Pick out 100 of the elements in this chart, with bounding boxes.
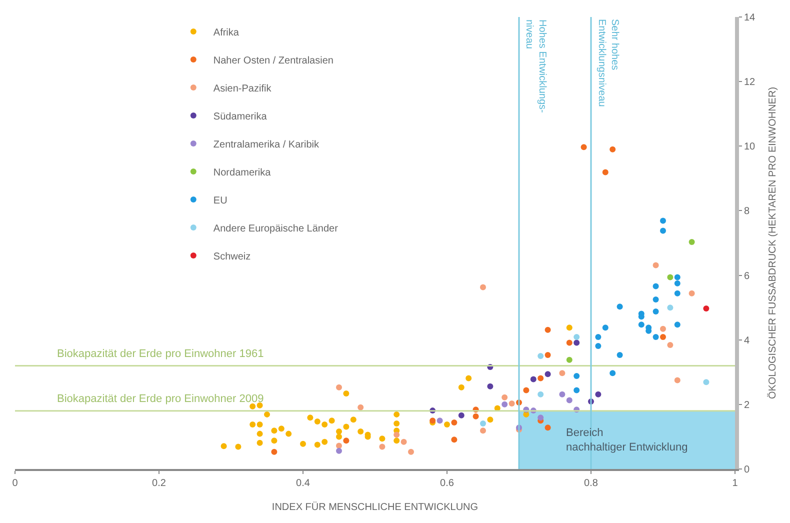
band-label: Bereich nachhaltiger Entwicklung <box>566 427 688 454</box>
point <box>436 418 443 424</box>
point <box>660 326 666 332</box>
point <box>379 444 386 450</box>
point <box>336 384 342 390</box>
point <box>574 373 580 380</box>
point <box>458 412 464 418</box>
point <box>343 424 350 430</box>
point <box>480 284 486 290</box>
legend-label: Südamerika <box>213 111 268 122</box>
point <box>610 146 616 152</box>
point <box>307 414 314 421</box>
y-tick-label: 12 <box>744 77 756 88</box>
point <box>256 402 263 408</box>
point <box>616 352 623 358</box>
point <box>278 426 284 432</box>
point <box>220 443 227 450</box>
point <box>667 304 674 311</box>
point <box>538 391 544 398</box>
point <box>580 144 587 150</box>
point <box>688 290 695 296</box>
point <box>480 428 486 434</box>
point <box>523 387 530 394</box>
point <box>336 428 342 435</box>
x-tick-label: 0 <box>12 478 18 489</box>
x-tick-label: 0.8 <box>584 478 598 489</box>
point <box>358 404 364 410</box>
x-tick-label: 0.2 <box>152 478 166 489</box>
point <box>538 414 544 421</box>
point <box>271 438 278 444</box>
point <box>674 322 680 328</box>
point <box>394 411 400 418</box>
point <box>652 262 659 268</box>
point <box>595 391 602 398</box>
point <box>466 375 472 382</box>
y-tick-label: 6 <box>744 270 750 282</box>
point <box>544 352 551 358</box>
point <box>602 169 608 176</box>
legend-label: Naher Osten / Zentralasien <box>213 55 334 66</box>
y-tick-label: 0 <box>744 464 750 476</box>
point <box>544 326 551 333</box>
point <box>544 371 551 378</box>
point <box>314 418 320 425</box>
ref-line-label: Biokapazität der Erde pro Einwohner 1961 <box>57 348 264 360</box>
point <box>235 444 242 450</box>
point <box>538 353 544 359</box>
point <box>256 440 263 446</box>
point <box>458 384 464 390</box>
point <box>674 377 680 384</box>
point <box>322 421 328 428</box>
legend-label: EU <box>213 195 228 206</box>
x-tick-label: 0.4 <box>296 478 310 489</box>
point <box>574 334 580 340</box>
point <box>328 418 335 424</box>
point <box>343 438 350 444</box>
ref-line-label: Sehr hohes Entwicklungsniveau <box>596 19 620 107</box>
point <box>703 306 710 312</box>
point <box>530 376 536 382</box>
point <box>566 324 572 331</box>
point <box>472 413 479 420</box>
point <box>574 387 580 394</box>
point <box>595 334 602 340</box>
point <box>286 430 292 437</box>
point <box>394 420 400 426</box>
point <box>616 304 623 310</box>
point <box>508 400 515 406</box>
point <box>660 228 666 234</box>
point <box>688 239 695 246</box>
ref-line-label: Hohes Entwicklungs- niveau <box>524 20 548 113</box>
point <box>271 448 278 455</box>
point <box>674 280 680 286</box>
legend-label: Zentralamerika / Karibik <box>213 139 320 150</box>
y-tick-label: 2 <box>744 400 750 411</box>
point <box>256 421 263 428</box>
point <box>674 274 680 280</box>
point <box>394 432 400 438</box>
y-tick-label: 10 <box>744 142 756 153</box>
point <box>667 342 674 348</box>
point <box>480 420 486 426</box>
point <box>400 438 407 445</box>
point <box>336 442 342 449</box>
point <box>264 411 270 418</box>
point <box>487 383 494 390</box>
legend-label: Nordamerika <box>213 167 272 178</box>
y-tick-label: 8 <box>744 206 750 218</box>
point <box>250 403 256 410</box>
point <box>660 218 666 224</box>
point <box>574 340 580 346</box>
point <box>250 421 256 428</box>
point <box>652 334 659 340</box>
point <box>703 379 710 386</box>
point <box>502 401 508 408</box>
point <box>256 430 263 437</box>
point <box>667 274 674 280</box>
point <box>602 324 608 331</box>
point <box>336 434 342 440</box>
point <box>487 416 494 423</box>
legend-label: Schweiz <box>213 251 251 262</box>
point <box>343 390 350 396</box>
y-tick-label: 14 <box>744 12 756 24</box>
